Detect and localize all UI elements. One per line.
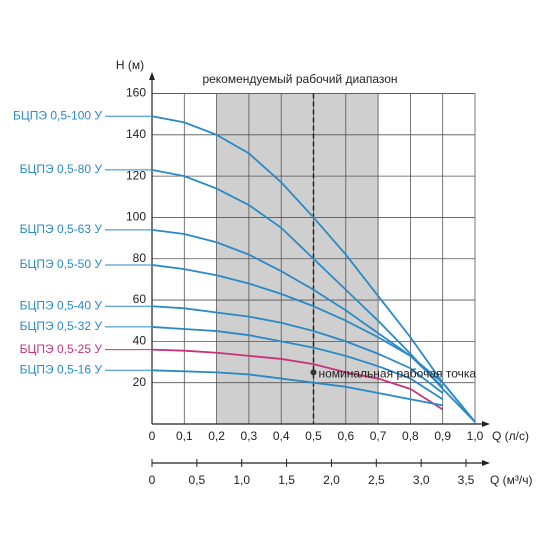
series-line — [151, 264, 444, 388]
series-label: БЦПЭ 0,5-80 У — [20, 162, 103, 176]
x2-tick-label: 3,5 — [458, 473, 475, 487]
nominal-label: номинальная рабочая точка — [319, 367, 477, 381]
series-line — [151, 228, 476, 423]
series-label: БЦПЭ 0,5-16 У — [20, 362, 103, 376]
y-tick-label: 40 — [133, 334, 147, 348]
x-tick-label: 0,8 — [402, 429, 419, 443]
x-tick-label: 0,2 — [208, 429, 225, 443]
y-tick-label: 80 — [133, 251, 147, 265]
y-tick-label: 120 — [126, 168, 146, 182]
series-line — [151, 326, 444, 400]
x2-tick-label: 2,5 — [368, 473, 385, 487]
x-tick-label: 0,1 — [176, 429, 193, 443]
y-tick-label: 160 — [126, 86, 146, 100]
series-line — [151, 115, 476, 423]
x2-axis-title: Q (м³/ч) — [490, 473, 533, 487]
x-tick-label: 1,0 — [467, 429, 484, 443]
x-tick-label: 0 — [149, 429, 156, 443]
series-label: БЦПЭ 0,5-100 У — [13, 108, 102, 122]
series-label: БЦПЭ 0,5-63 У — [20, 222, 103, 236]
y-tick-label: 20 — [133, 375, 147, 389]
y-tick-label: 60 — [133, 292, 147, 306]
series-label: БЦПЭ 0,5-32 У — [20, 319, 103, 333]
series-label: БЦПЭ 0,5-50 У — [20, 257, 103, 271]
series-line — [151, 348, 444, 411]
x-axis-arrow — [482, 421, 490, 427]
x2-tick-label: 3,0 — [413, 473, 430, 487]
series-label: БЦПЭ 0,5-25 У — [20, 342, 103, 356]
y-tick-label: 140 — [126, 127, 146, 141]
y-tick-label: 100 — [126, 210, 146, 224]
x-tick-label: 0,7 — [370, 429, 387, 443]
x-tick-label: 0,6 — [337, 429, 354, 443]
series-line — [151, 369, 443, 407]
series-label: БЦПЭ 0,5-40 У — [20, 298, 103, 312]
x2-axis-arrow — [482, 460, 490, 466]
x2-tick-label: 1,0 — [233, 473, 250, 487]
x-tick-label: 0,4 — [273, 429, 290, 443]
x-tick-label: 0,5 — [305, 429, 322, 443]
x2-tick-label: 1,5 — [278, 473, 295, 487]
x-axis-title: Q (л/с) — [492, 429, 529, 443]
nominal-point — [310, 369, 317, 376]
series-line — [151, 305, 444, 394]
x2-tick-label: 0 — [149, 473, 156, 487]
y-axis-title: H (м) — [116, 58, 144, 72]
x2-tick-label: 2,0 — [323, 473, 340, 487]
x2-tick-label: 0,5 — [189, 473, 206, 487]
x-tick-label: 0,9 — [434, 429, 451, 443]
y-axis-arrow — [149, 72, 155, 80]
x-tick-label: 0,3 — [241, 429, 258, 443]
range-label: рекомендуемый рабочий диапазон — [202, 72, 397, 86]
